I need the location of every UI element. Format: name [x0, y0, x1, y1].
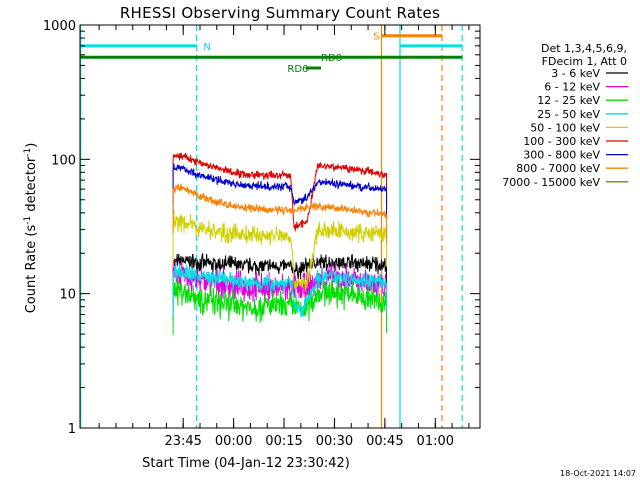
y-tick-label: 1	[68, 422, 76, 437]
legend-label: 3 - 6 keV	[551, 67, 600, 80]
series-line-5	[172, 152, 388, 232]
legend-label: 100 - 300 keV	[523, 135, 600, 148]
data-series	[172, 152, 388, 335]
x-axis-label: Start Time (04-Jan-12 23:30:42)	[142, 456, 350, 471]
series-line-6	[172, 163, 388, 220]
vertical-lines	[80, 25, 463, 428]
legend: Det 1,3,4,5,6,9, FDecim 1, Att 0 3 - 6 k…	[502, 42, 628, 189]
y-axis: 1 10 100 1000	[43, 19, 480, 437]
marker-label: RD6	[287, 64, 308, 75]
legend-label: 6 - 12 keV	[544, 81, 600, 94]
series-line-3	[172, 262, 388, 318]
marker-label: N	[203, 42, 210, 53]
x-tick-label: 01:00	[417, 434, 454, 449]
marker-label: S	[373, 32, 379, 43]
y-axis-label-main: Count Rate (s	[24, 225, 39, 314]
x-tick-label: 00:00	[215, 434, 252, 449]
series-line-7	[172, 183, 388, 245]
timestamp: 18-Oct-2021 14:07	[560, 469, 636, 478]
legend-label: 12 - 25 keV	[537, 94, 600, 107]
y-tick-label: 1000	[43, 19, 76, 34]
x-tick-label: 00:15	[265, 434, 302, 449]
attenuator-markers: N S RD0 RD6	[80, 32, 463, 75]
y-axis-label-sup2: -1	[23, 148, 33, 157]
legend-label: 7000 - 15000 keV	[502, 176, 600, 189]
plot-frame	[79, 24, 481, 429]
legend-header-line-1: Det 1,3,4,5,6,9,	[541, 42, 627, 55]
y-axis-label-sup1: -1	[23, 216, 33, 225]
series-line-2	[172, 275, 388, 335]
chart-title: RHESSI Observing Summary Count Rates	[120, 4, 440, 22]
x-axis: 23:45 00:00 00:15 00:30 00:45 01:00	[98, 25, 470, 449]
y-axis-label-end: )	[24, 143, 39, 148]
x-tick-label: 23:45	[164, 434, 201, 449]
x-tick-label: 00:45	[366, 434, 403, 449]
y-axis-label: Count Rate (s-1 detector-1)	[23, 143, 39, 314]
marker-label: RD0	[321, 53, 342, 64]
y-axis-label-mid: detector	[24, 156, 39, 216]
legend-label: 25 - 50 keV	[537, 108, 600, 121]
legend-label: 800 - 7000 keV	[516, 162, 600, 175]
x-tick-label: 00:30	[316, 434, 353, 449]
y-tick-label: 10	[59, 288, 76, 303]
legend-header-line-2: FDecim 1, Att 0	[542, 55, 627, 68]
y-tick-label: 100	[51, 153, 76, 168]
series-line-0	[172, 253, 388, 310]
series-line-4	[172, 210, 388, 293]
legend-label: 300 - 800 keV	[523, 149, 600, 162]
legend-label: 50 - 100 keV	[530, 121, 600, 134]
